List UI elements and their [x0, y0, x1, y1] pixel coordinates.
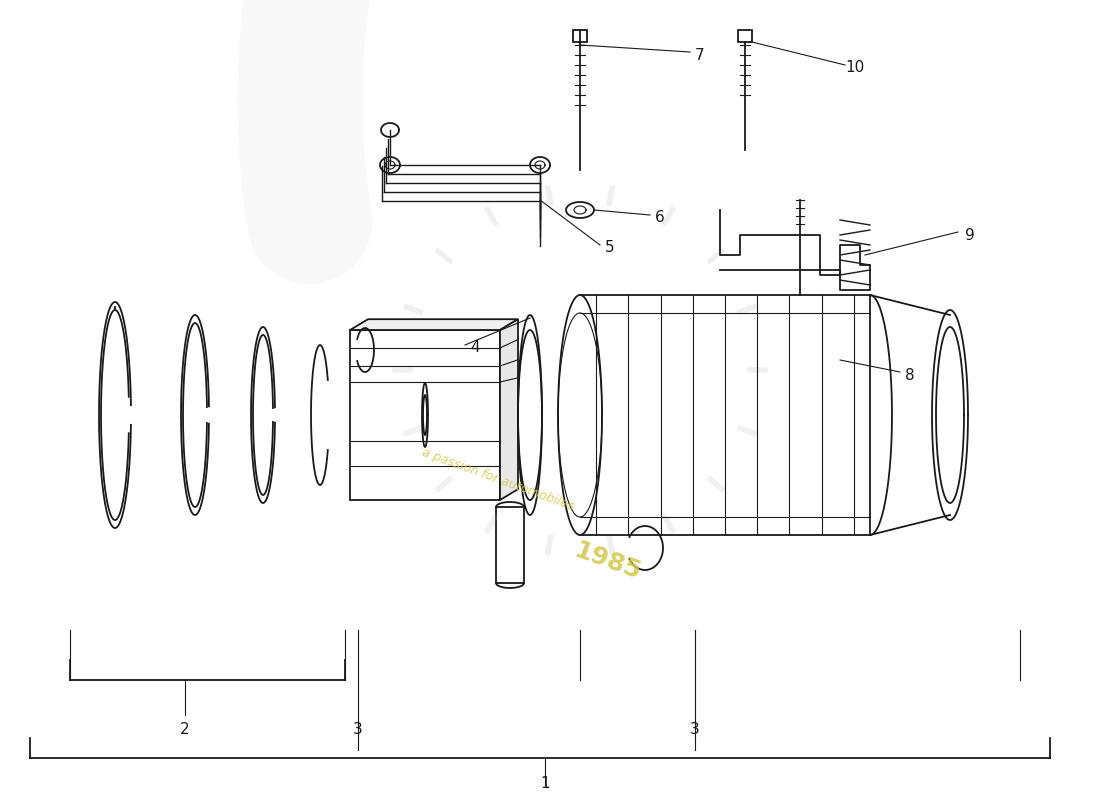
Text: 1: 1 [540, 775, 550, 790]
Text: 7: 7 [695, 47, 705, 62]
Text: 5: 5 [605, 241, 615, 255]
Text: 4: 4 [470, 341, 480, 355]
Text: 3: 3 [690, 722, 700, 738]
Text: 3: 3 [353, 722, 363, 738]
Text: 9: 9 [965, 227, 975, 242]
Polygon shape [500, 319, 518, 500]
Text: 2: 2 [180, 722, 190, 738]
Text: 8: 8 [905, 367, 915, 382]
Polygon shape [350, 319, 518, 330]
Text: 6: 6 [656, 210, 664, 226]
Text: a passion for automobiles: a passion for automobiles [420, 446, 576, 513]
Text: 10: 10 [846, 61, 865, 75]
Text: 1985: 1985 [570, 538, 644, 585]
